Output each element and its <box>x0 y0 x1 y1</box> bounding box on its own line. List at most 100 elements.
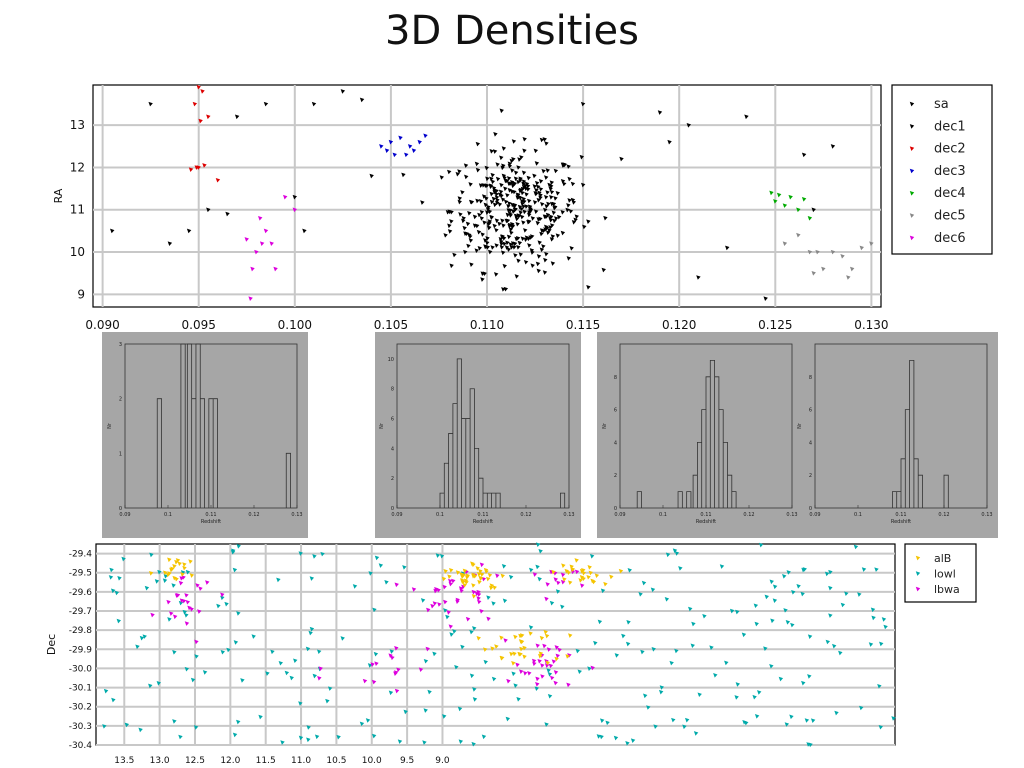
data-point <box>110 588 116 594</box>
data-point <box>540 663 545 668</box>
legend-marker <box>915 571 921 576</box>
data-point <box>193 725 199 730</box>
data-point <box>469 262 474 267</box>
data-point <box>542 270 548 275</box>
data-point <box>467 210 472 216</box>
data-point <box>494 188 499 194</box>
data-point <box>588 570 593 576</box>
data-point <box>478 568 483 574</box>
y-tick-label: 3 <box>119 342 122 348</box>
data-point <box>509 230 514 236</box>
legend-marker <box>909 146 915 151</box>
histogram-bars <box>892 360 949 508</box>
legend-entry-lowl: lowl <box>934 568 956 581</box>
data-point <box>688 606 693 612</box>
data-point <box>445 209 451 215</box>
data-point <box>741 632 747 638</box>
data-point <box>618 568 624 574</box>
data-point <box>180 570 186 575</box>
data-point <box>510 223 516 229</box>
data-point <box>494 192 499 197</box>
data-point <box>109 567 114 573</box>
data-point <box>554 656 559 662</box>
data-point <box>371 679 377 685</box>
data-point <box>236 543 241 549</box>
data-point <box>536 254 542 259</box>
data-point <box>446 610 451 615</box>
data-point <box>538 178 544 184</box>
data-point <box>542 137 547 142</box>
data-point <box>184 593 189 598</box>
data-point <box>232 567 238 573</box>
legend-marker <box>909 168 915 174</box>
data-point <box>522 645 527 651</box>
data-point <box>521 196 526 202</box>
data-point <box>172 614 178 620</box>
data-point <box>883 624 888 630</box>
data-point <box>497 221 502 227</box>
data-point <box>505 218 511 224</box>
data-point <box>479 216 485 221</box>
data-point <box>278 660 284 666</box>
data-point <box>684 717 690 723</box>
data-point <box>569 246 574 251</box>
data-point <box>312 554 317 559</box>
data-point <box>501 563 507 569</box>
data-point <box>479 562 485 568</box>
data-point <box>402 565 407 570</box>
data-point <box>258 216 263 221</box>
data-point <box>537 653 543 659</box>
data-point <box>461 218 466 224</box>
y-tick-label: 4 <box>614 440 617 446</box>
data-point <box>501 163 506 169</box>
data-point <box>539 231 544 237</box>
data-point <box>518 176 523 182</box>
data-point <box>462 568 468 574</box>
data-point <box>527 212 532 218</box>
data-point <box>439 553 445 559</box>
histogram-bars <box>156 343 291 508</box>
data-point <box>481 734 487 740</box>
data-point <box>522 148 527 154</box>
data-point <box>503 186 508 192</box>
data-point <box>696 275 701 280</box>
data-point <box>336 734 341 740</box>
data-point <box>543 194 549 200</box>
data-point <box>659 685 665 690</box>
data-point <box>566 203 571 208</box>
data-point <box>641 580 647 586</box>
data-point <box>465 573 471 579</box>
data-point <box>224 601 229 607</box>
data-point <box>522 209 527 215</box>
data-point <box>524 204 529 209</box>
data-point <box>514 213 520 219</box>
data-point <box>828 585 833 591</box>
data-point <box>449 263 454 269</box>
data-point <box>463 249 468 255</box>
y-tick-label: -30.4 <box>69 741 93 751</box>
data-point <box>289 675 294 681</box>
data-point <box>555 589 561 594</box>
legend-entry-dec6: dec6 <box>934 231 966 246</box>
data-point <box>135 644 140 650</box>
x-tick-label: 0.12 <box>938 512 949 518</box>
data-point <box>468 238 474 243</box>
data-point <box>788 194 793 200</box>
data-point <box>544 633 550 639</box>
data-point <box>553 204 558 210</box>
data-point <box>544 225 550 231</box>
data-point <box>546 647 552 652</box>
data-point <box>445 614 450 620</box>
data-point <box>567 176 572 182</box>
data-point <box>757 690 762 695</box>
data-point <box>182 565 187 571</box>
data-point <box>449 219 454 224</box>
data-point <box>471 594 477 599</box>
data-point <box>293 658 298 664</box>
data-point <box>514 274 520 279</box>
data-point <box>401 172 406 178</box>
data-point <box>546 668 551 673</box>
y-tick-label: 6 <box>809 408 812 414</box>
data-point <box>566 256 572 261</box>
data-point <box>384 148 390 153</box>
